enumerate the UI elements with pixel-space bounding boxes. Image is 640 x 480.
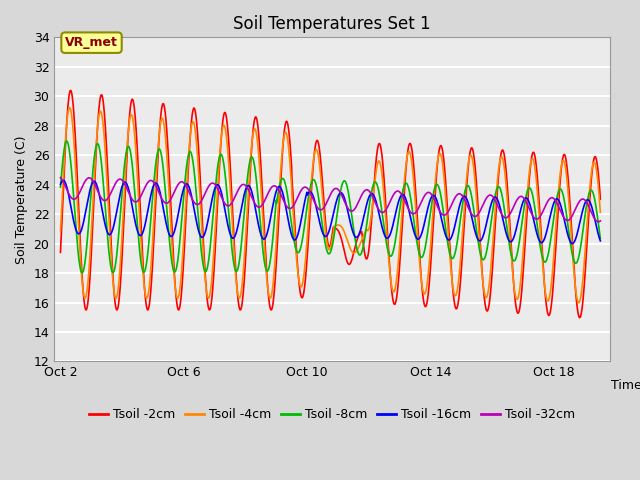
Text: VR_met: VR_met xyxy=(65,36,118,49)
Title: Soil Temperatures Set 1: Soil Temperatures Set 1 xyxy=(233,15,431,33)
Y-axis label: Soil Temperature (C): Soil Temperature (C) xyxy=(15,135,28,264)
X-axis label: Time: Time xyxy=(611,379,640,392)
Legend: Tsoil -2cm, Tsoil -4cm, Tsoil -8cm, Tsoil -16cm, Tsoil -32cm: Tsoil -2cm, Tsoil -4cm, Tsoil -8cm, Tsoi… xyxy=(84,403,580,426)
